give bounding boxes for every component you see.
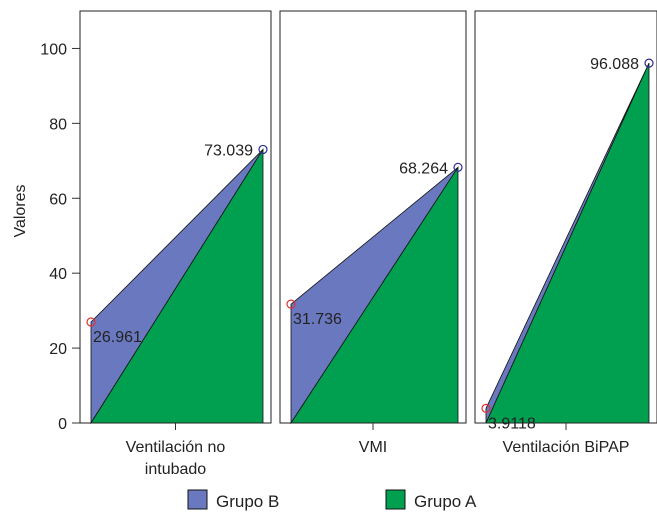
start-point-marker xyxy=(286,299,296,309)
y-tick-label: 20 xyxy=(49,341,67,358)
start-value-label: 31.736 xyxy=(293,311,342,328)
y-tick-label: 0 xyxy=(58,416,67,433)
end-point-marker xyxy=(453,162,463,172)
panel-3: 3.9118 96.088 Ventilación BiPAP xyxy=(474,10,657,456)
category-label: Ventilación no xyxy=(126,439,226,456)
end-value-label: 96.088 xyxy=(590,56,639,73)
start-value-label: 3.9118 xyxy=(488,415,536,432)
category-label: intubado xyxy=(145,461,206,478)
legend-label: Grupo A xyxy=(414,492,477,511)
panel-1: 26.961 73.039 Ventilación no intubado xyxy=(79,10,272,478)
panel-2: 31.736 68.264 VMI xyxy=(279,10,467,456)
area-grupo-a xyxy=(90,148,264,424)
y-tick-label: 40 xyxy=(49,266,67,283)
end-point-marker xyxy=(258,144,268,155)
y-axis-title: Valores xyxy=(12,184,29,237)
legend-label: Grupo B xyxy=(216,492,279,511)
end-value-label: 68.264 xyxy=(399,160,448,177)
y-tick-label: 60 xyxy=(49,191,67,208)
start-value-label: 26.961 xyxy=(93,329,142,346)
panels: 26.961 73.039 Ventilación no intubado 31.736… xyxy=(79,10,657,478)
end-value-label: 73.039 xyxy=(204,142,253,159)
area-grupo-a xyxy=(485,62,650,424)
start-point-marker xyxy=(481,403,491,413)
y-tick-label: 80 xyxy=(49,116,67,133)
category-label: Ventilación BiPAP xyxy=(503,439,630,456)
legend-swatch xyxy=(385,489,406,510)
legend: Grupo B Grupo A xyxy=(187,489,477,511)
y-tick-label: 100 xyxy=(40,41,67,58)
legend-item: Grupo B xyxy=(187,489,279,511)
legend-item: Grupo A xyxy=(385,489,477,511)
y-axis: 0 20 40 60 80 100 xyxy=(40,41,80,433)
end-point-marker xyxy=(644,58,654,68)
category-label: VMI xyxy=(359,439,387,456)
start-point-marker xyxy=(86,317,96,327)
legend-swatch xyxy=(187,489,208,510)
